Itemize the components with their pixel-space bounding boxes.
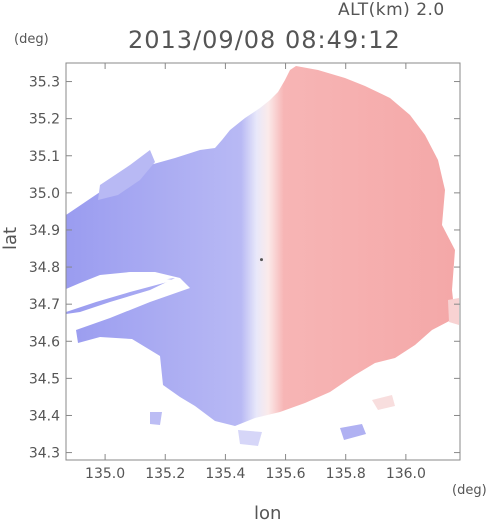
y-tick-label: 34.5 — [29, 371, 60, 387]
axis-ticks: 135.0 135.2 135.4 135.6 135.8 136.0 34.3 34.4 34… — [29, 63, 460, 482]
x-tick-label: 136.0 — [386, 466, 426, 482]
y-tick-label: 34.7 — [29, 297, 60, 313]
echo-patch-northwest — [98, 150, 155, 200]
echo-patch-south-east — [372, 395, 395, 410]
y-tick-label: 34.4 — [29, 408, 60, 424]
x-axis-label: lon — [254, 503, 282, 524]
plot-frame — [65, 62, 461, 461]
radar-site-marker — [259, 258, 263, 262]
y-tick-label: 34.6 — [29, 334, 60, 350]
x-tick-label: 135.0 — [85, 466, 125, 482]
no-echo-gap — [66, 276, 175, 312]
x-tick-label: 135.8 — [326, 466, 366, 482]
echo-patch-east — [448, 298, 459, 325]
echo-patch-south — [340, 424, 366, 440]
y-tick-label: 34.8 — [29, 260, 60, 276]
x-unit-label: (deg) — [452, 483, 487, 498]
echo-region-main — [66, 66, 455, 426]
y-tick-label: 35.0 — [29, 186, 60, 202]
y-unit-label: (deg) — [14, 32, 49, 47]
y-tick-label: 35.3 — [29, 75, 60, 91]
echo-patch-south-center — [238, 430, 262, 446]
x-tick-label: 135.2 — [145, 466, 185, 482]
y-tick-label: 34.9 — [29, 223, 60, 239]
y-tick-label: 35.2 — [29, 112, 60, 128]
y-tick-label: 35.1 — [29, 149, 60, 165]
x-tick-label: 135.4 — [205, 466, 245, 482]
y-tick-label: 34.3 — [29, 446, 60, 462]
echo-patch-south-west — [150, 412, 162, 425]
x-tick-label: 135.6 — [266, 466, 306, 482]
timestamp-title: 2013/09/08 08:49:12 — [128, 26, 401, 54]
altitude-label: ALT(km) 2.0 — [338, 0, 445, 20]
echo-field — [66, 66, 459, 446]
